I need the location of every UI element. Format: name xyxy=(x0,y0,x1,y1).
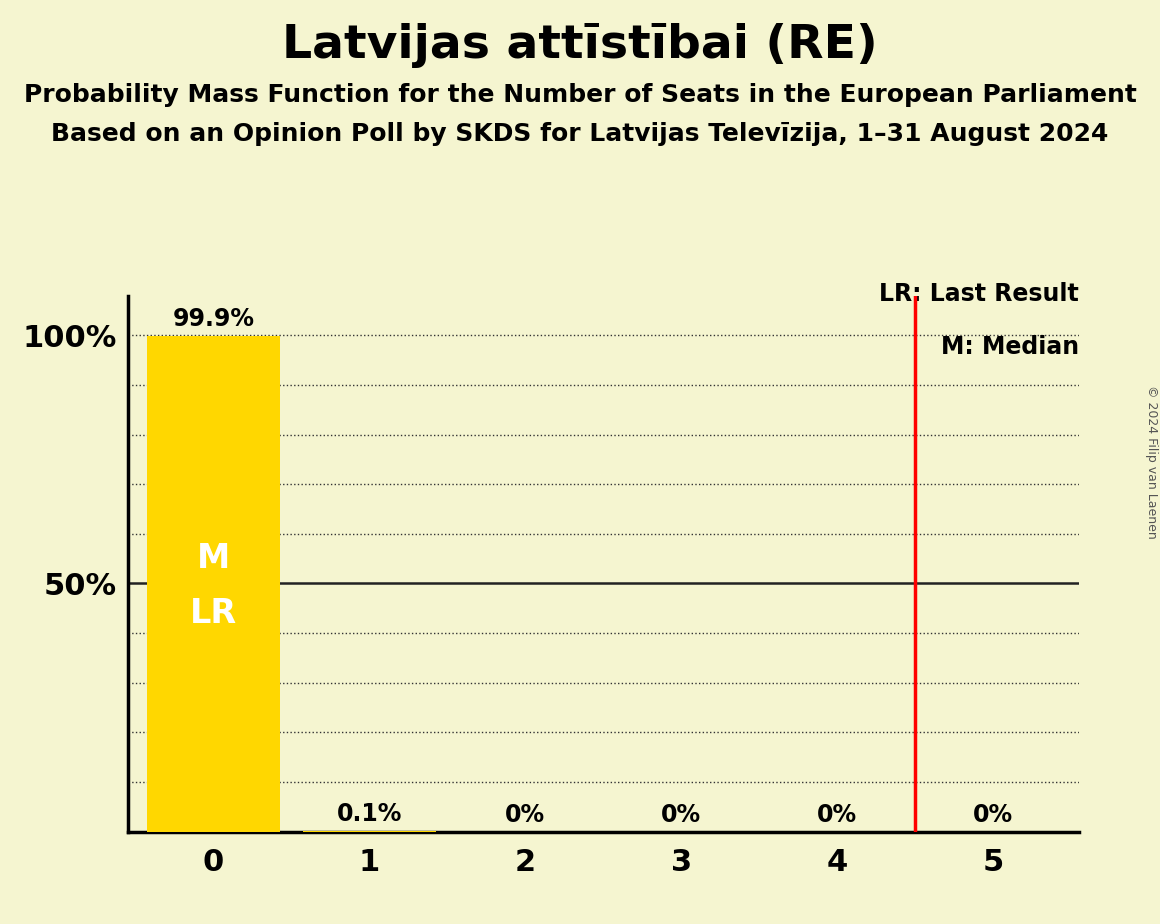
Text: © 2024 Filip van Laenen: © 2024 Filip van Laenen xyxy=(1145,385,1159,539)
Text: M: M xyxy=(197,542,230,575)
Text: M: Median: M: Median xyxy=(941,335,1079,359)
Text: 0.1%: 0.1% xyxy=(336,802,403,826)
Bar xyxy=(147,336,280,832)
Text: 99.9%: 99.9% xyxy=(173,307,254,331)
Text: Probability Mass Function for the Number of Seats in the European Parliament: Probability Mass Function for the Number… xyxy=(23,83,1137,107)
Text: Latvijas attīstībai (RE): Latvijas attīstībai (RE) xyxy=(282,23,878,68)
Text: 0%: 0% xyxy=(505,803,545,827)
Text: Based on an Opinion Poll by SKDS for Latvijas Televīzija, 1–31 August 2024: Based on an Opinion Poll by SKDS for Lat… xyxy=(51,122,1109,146)
Text: LR: Last Result: LR: Last Result xyxy=(879,282,1079,306)
Text: 0%: 0% xyxy=(817,803,857,827)
Text: 0%: 0% xyxy=(661,803,702,827)
Text: 0%: 0% xyxy=(973,803,1013,827)
Text: LR: LR xyxy=(190,597,237,630)
